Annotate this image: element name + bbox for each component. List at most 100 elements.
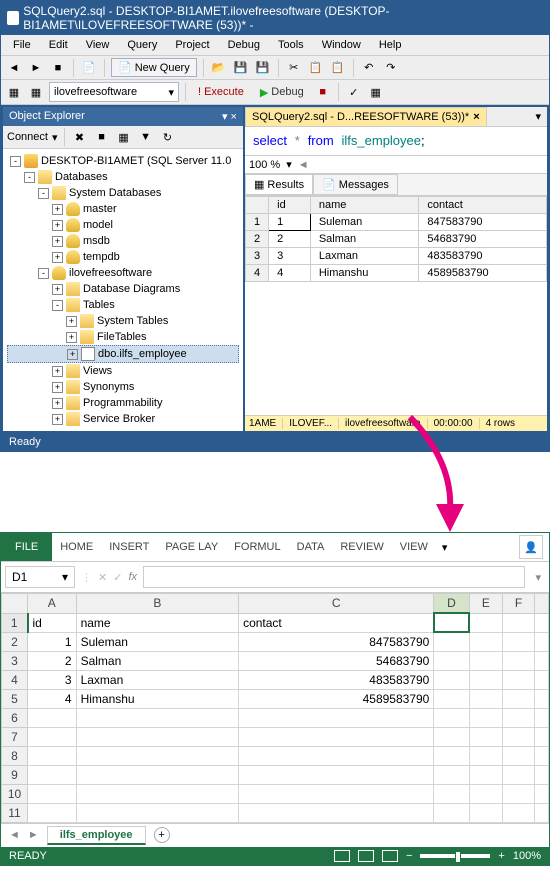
- cell[interactable]: [28, 803, 77, 822]
- cell[interactable]: [76, 727, 239, 746]
- expand-icon[interactable]: +: [52, 366, 63, 377]
- tree-node[interactable]: +msdb: [7, 233, 239, 249]
- cell[interactable]: 4589583790: [419, 265, 547, 282]
- expand-icon[interactable]: +: [52, 414, 63, 425]
- fx-icon[interactable]: fx: [128, 571, 137, 583]
- close-icon[interactable]: ×: [473, 111, 479, 123]
- avatar[interactable]: 👤: [519, 535, 543, 559]
- expand-icon[interactable]: +: [67, 349, 78, 360]
- col-header[interactable]: A: [28, 594, 77, 614]
- collapse-icon[interactable]: -: [10, 156, 21, 167]
- collapse-icon[interactable]: -: [52, 300, 63, 311]
- cell[interactable]: [28, 746, 77, 765]
- cell[interactable]: Laxman: [76, 670, 239, 689]
- col-header[interactable]: B: [76, 594, 239, 614]
- row-header[interactable]: 2: [246, 231, 269, 248]
- cell[interactable]: [469, 708, 503, 727]
- tree-node[interactable]: -Databases: [7, 169, 239, 185]
- menu-query[interactable]: Query: [119, 37, 165, 53]
- messages-tab[interactable]: 📄 Messages: [313, 174, 398, 195]
- row-header[interactable]: 4: [246, 265, 269, 282]
- cell[interactable]: [503, 689, 535, 708]
- sql-editor[interactable]: select * from ilfs_employee;: [245, 127, 547, 156]
- cell[interactable]: [469, 651, 503, 670]
- tree-node[interactable]: -ilovefreesoftware: [7, 265, 239, 281]
- ribbon-tab-insert[interactable]: INSERT: [101, 533, 157, 561]
- tab-menu-icon[interactable]: ▾: [529, 107, 547, 126]
- paste-icon[interactable]: 📋: [329, 59, 347, 77]
- cell[interactable]: Laxman: [310, 248, 419, 265]
- new-icon[interactable]: 📄: [80, 59, 98, 77]
- cell[interactable]: id: [28, 613, 77, 632]
- expand-icon[interactable]: +: [52, 398, 63, 409]
- menu-view[interactable]: View: [78, 37, 118, 53]
- tree-node[interactable]: +System Tables: [7, 313, 239, 329]
- expand-icon[interactable]: +: [52, 220, 63, 231]
- tree-node[interactable]: +Service Broker: [7, 411, 239, 427]
- cell[interactable]: [76, 784, 239, 803]
- db-icon[interactable]: ▦: [5, 83, 23, 101]
- row-header[interactable]: 5: [2, 689, 28, 708]
- cell[interactable]: 847583790: [239, 632, 434, 651]
- debug-button[interactable]: ▶ Debug: [254, 84, 310, 101]
- filter-icon[interactable]: ▼: [137, 128, 155, 146]
- stop2-icon[interactable]: ■: [93, 128, 111, 146]
- enter-fx-icon[interactable]: ✓: [113, 571, 122, 584]
- col-header[interactable]: E: [469, 594, 503, 614]
- cell[interactable]: [76, 746, 239, 765]
- database-combo[interactable]: ilovefreesoftware ▾: [49, 82, 179, 102]
- cell[interactable]: [239, 803, 434, 822]
- cell[interactable]: [503, 632, 535, 651]
- parse-icon[interactable]: ✓: [345, 83, 363, 101]
- redo-icon[interactable]: ↷: [382, 59, 400, 77]
- cell[interactable]: 3: [269, 248, 311, 265]
- plan-icon[interactable]: ▦: [367, 83, 385, 101]
- menu-debug[interactable]: Debug: [220, 37, 268, 53]
- select-all-icon[interactable]: [2, 594, 28, 614]
- menu-file[interactable]: File: [5, 37, 39, 53]
- zoom-percent[interactable]: 100%: [513, 850, 541, 862]
- collapse-icon[interactable]: -: [24, 172, 35, 183]
- cell[interactable]: [434, 727, 469, 746]
- cell[interactable]: Himanshu: [310, 265, 419, 282]
- cell[interactable]: [28, 784, 77, 803]
- cell[interactable]: [469, 803, 503, 822]
- editor-tab[interactable]: SQLQuery2.sql - D...REESOFTWARE (53))* ×: [245, 107, 487, 126]
- expand-icon[interactable]: +: [52, 284, 63, 295]
- add-sheet-button[interactable]: +: [154, 827, 170, 843]
- cell[interactable]: 54683790: [239, 651, 434, 670]
- cell[interactable]: [469, 689, 503, 708]
- sheet-nav-first-icon[interactable]: ◄: [9, 829, 20, 841]
- expand-icon[interactable]: +: [52, 382, 63, 393]
- tree-node[interactable]: -System Databases: [7, 185, 239, 201]
- cell[interactable]: [239, 784, 434, 803]
- row-header[interactable]: 11: [2, 803, 28, 822]
- expand-icon[interactable]: +: [52, 252, 63, 263]
- col-header[interactable]: D: [434, 594, 469, 614]
- cell[interactable]: [434, 708, 469, 727]
- cell[interactable]: [469, 632, 503, 651]
- expand-icon[interactable]: +: [52, 204, 63, 215]
- pin-icon[interactable]: ▾ ×: [222, 110, 237, 123]
- tree-node[interactable]: +master: [7, 201, 239, 217]
- expand-icon[interactable]: +: [66, 316, 77, 327]
- zoom-in-icon[interactable]: +: [498, 850, 504, 862]
- disconnect-icon[interactable]: ✖: [71, 128, 89, 146]
- cut-icon[interactable]: ✂: [285, 59, 303, 77]
- cell[interactable]: [76, 708, 239, 727]
- col-header[interactable]: C: [239, 594, 434, 614]
- row-header[interactable]: 4: [2, 670, 28, 689]
- cell[interactable]: [28, 708, 77, 727]
- cell[interactable]: [434, 613, 469, 632]
- forward-icon[interactable]: ►: [27, 59, 45, 77]
- copy-icon[interactable]: 📋: [307, 59, 325, 77]
- cell[interactable]: name: [76, 613, 239, 632]
- zoom-slider[interactable]: [420, 854, 490, 858]
- expand-icon[interactable]: +: [66, 332, 77, 343]
- menu-help[interactable]: Help: [371, 37, 410, 53]
- results-grid[interactable]: idnamecontact11Suleman84758379022Salman5…: [245, 196, 547, 415]
- tree-node[interactable]: -Tables: [7, 297, 239, 313]
- cell[interactable]: [503, 803, 535, 822]
- stop-debug-icon[interactable]: ■: [314, 83, 332, 101]
- execute-button[interactable]: ! Execute: [192, 84, 250, 100]
